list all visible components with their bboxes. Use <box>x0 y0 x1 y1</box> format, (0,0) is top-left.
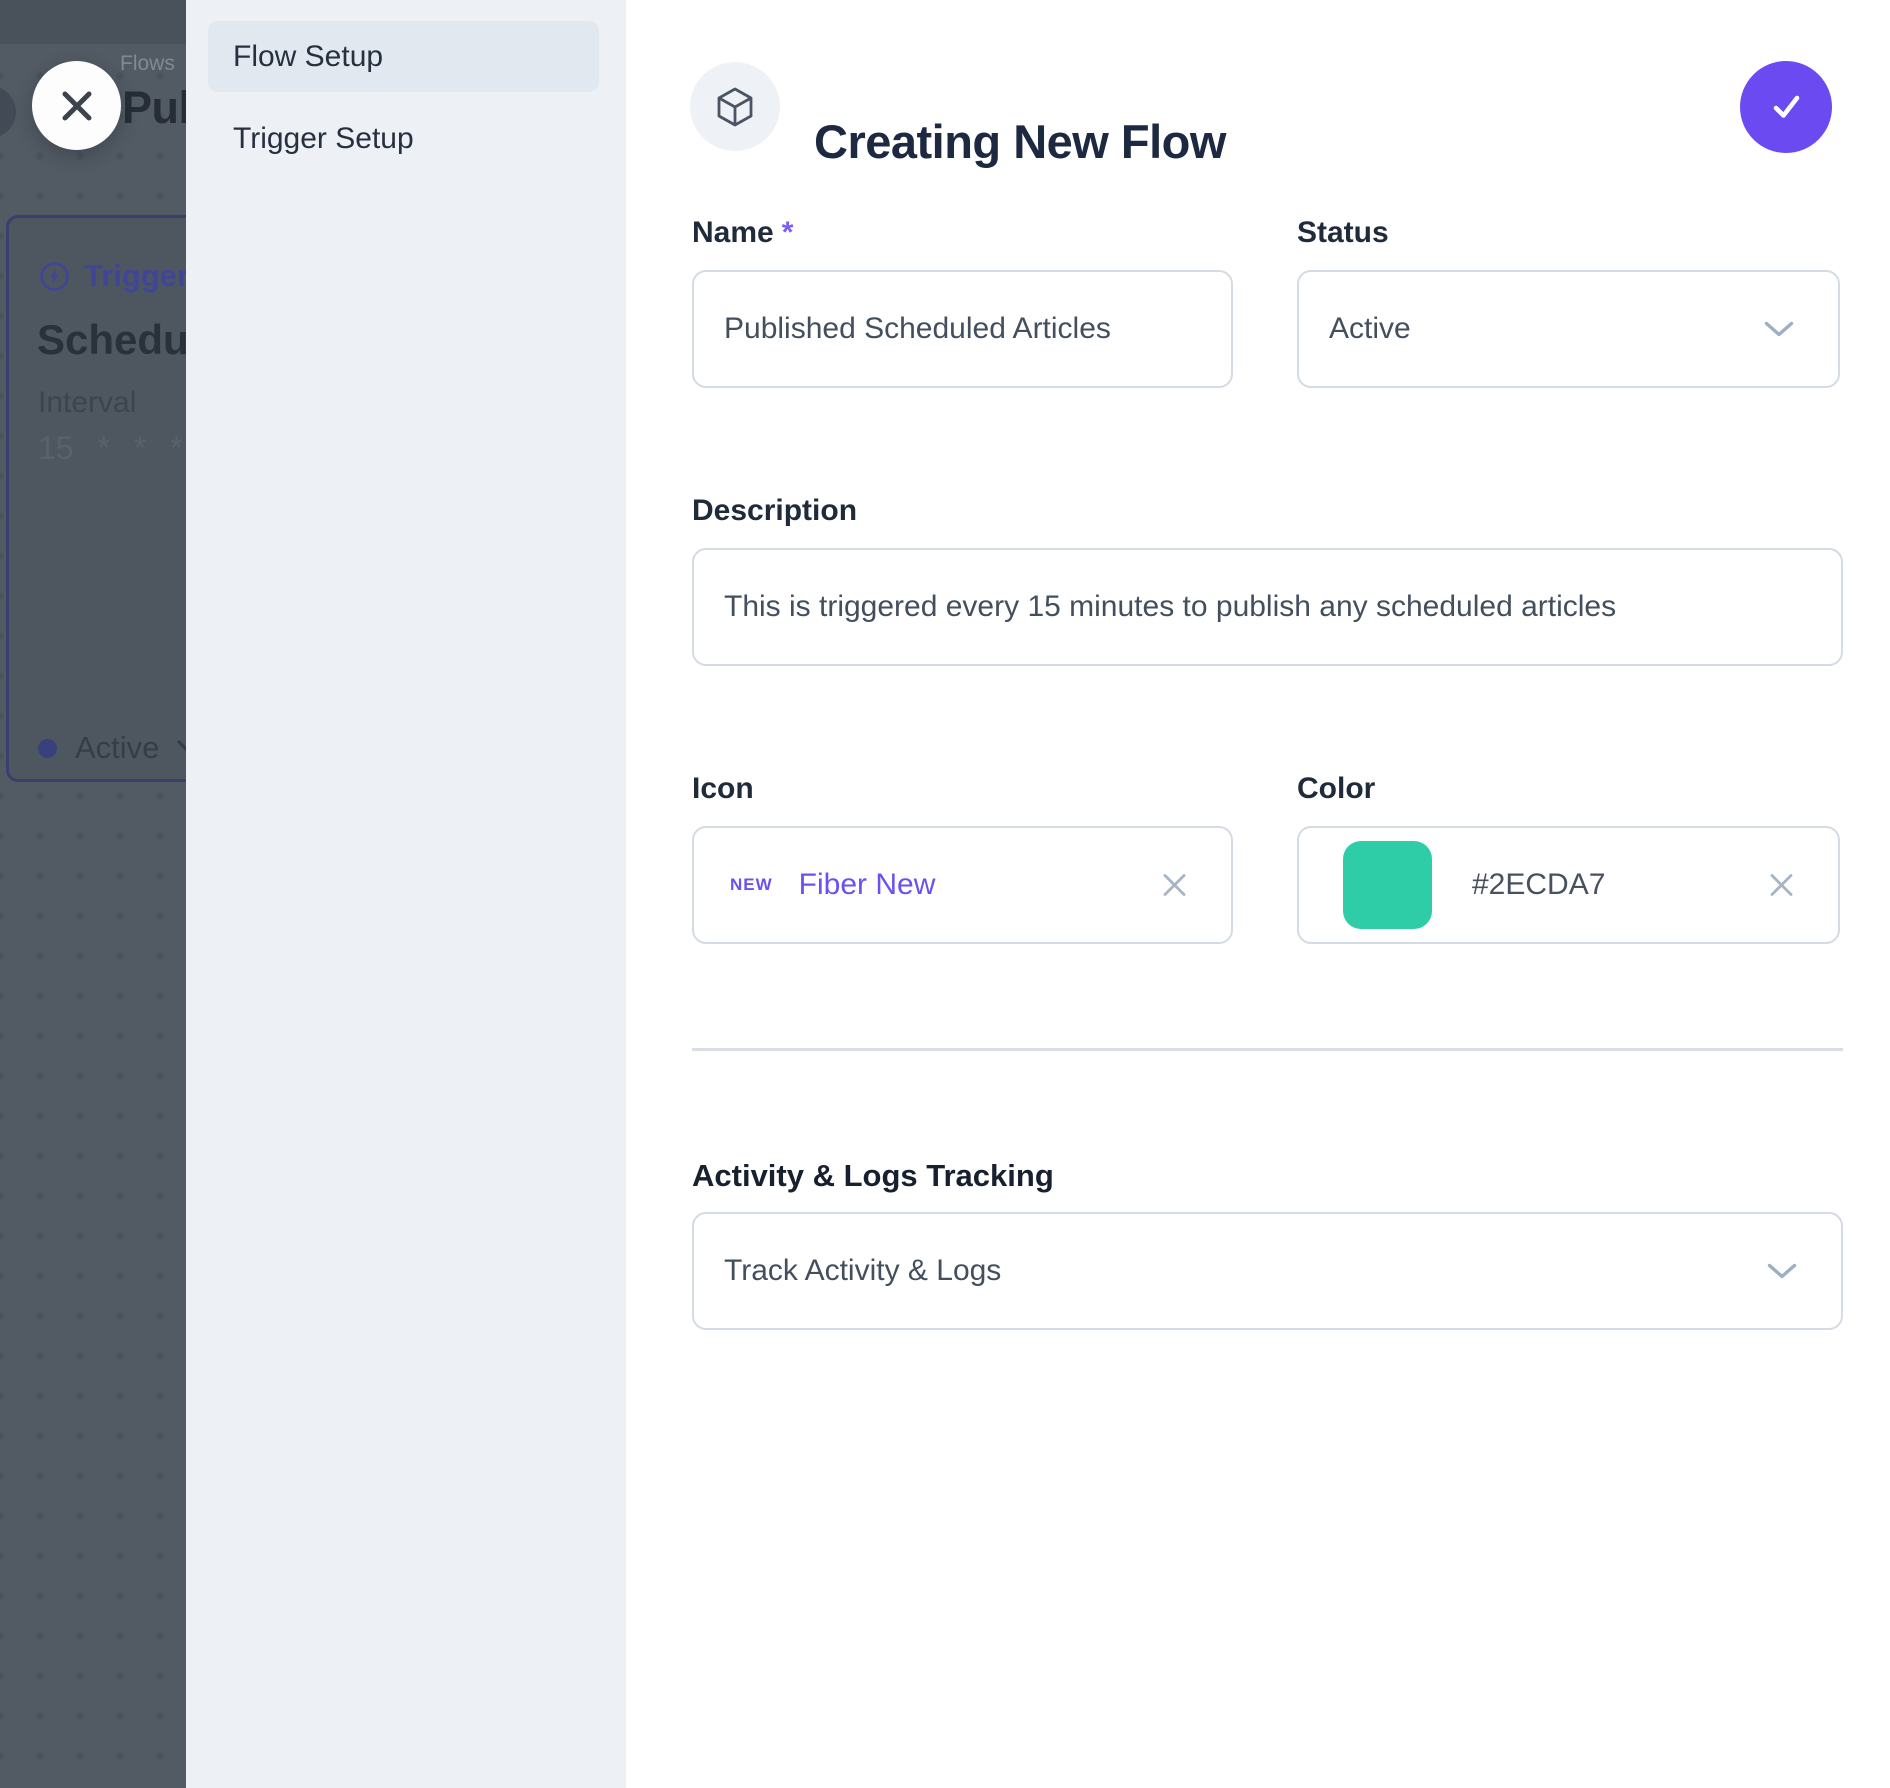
sidebar-item-label: Flow Setup <box>233 39 384 73</box>
chevron-down-icon <box>1767 1254 1797 1288</box>
panel-title: Creating New Flow <box>814 115 1226 169</box>
icon-label: Icon <box>692 772 754 805</box>
close-icon <box>59 88 95 124</box>
name-label: Name * <box>692 216 794 249</box>
sidebar-item-flow-setup[interactable]: Flow Setup <box>208 21 599 92</box>
chevron-down-icon <box>1764 312 1794 346</box>
trigger-badge-label: Trigger <box>84 258 190 293</box>
save-flow-button[interactable] <box>1740 61 1832 153</box>
activity-tracking-heading: Activity & Logs Tracking <box>692 1158 1054 1193</box>
status-select[interactable]: Active <box>1297 270 1840 388</box>
color-picker-field[interactable]: #2ECDA7 <box>1297 826 1840 944</box>
required-asterisk: * <box>781 216 794 249</box>
fiber-new-icon: NEW <box>730 875 773 894</box>
check-icon <box>1763 84 1809 130</box>
description-input-value: This is triggered every 15 minutes to pu… <box>724 590 1617 623</box>
bolt-icon <box>39 261 70 292</box>
wizard-sidebar: Flow Setup Trigger Setup <box>186 0 626 1788</box>
section-divider <box>692 1048 1843 1051</box>
clear-icon-button[interactable] <box>1158 869 1191 902</box>
trigger-badge: Trigger <box>39 258 189 294</box>
status-label: Active <box>75 730 160 765</box>
name-input-value: Published Scheduled Articles <box>724 312 1111 345</box>
status-label: Status <box>1297 216 1389 249</box>
color-picker-value: #2ECDA7 <box>1472 868 1606 901</box>
activity-tracking-value: Track Activity & Logs <box>724 1254 1002 1287</box>
creating-new-flow-panel: Creating New Flow Name * Status Published… <box>626 0 1890 1788</box>
sidebar-item-trigger-setup[interactable]: Trigger Setup <box>208 103 599 174</box>
cube-icon <box>712 84 758 130</box>
sidebar-item-label: Trigger Setup <box>233 121 414 155</box>
description-label: Description <box>692 494 858 527</box>
name-input[interactable]: Published Scheduled Articles <box>692 270 1233 388</box>
clear-color-button[interactable] <box>1765 869 1798 902</box>
trigger-card-status[interactable]: Active <box>38 730 204 766</box>
icon-picker-value: Fiber New <box>798 868 936 901</box>
activity-tracking-select[interactable]: Track Activity & Logs <box>692 1212 1843 1330</box>
status-dot <box>38 738 57 758</box>
color-label: Color <box>1297 772 1376 805</box>
close-drawer-button[interactable] <box>32 61 121 150</box>
icon-picker-field[interactable]: NEW Fiber New <box>692 826 1233 944</box>
status-select-value: Active <box>1329 312 1411 345</box>
color-swatch <box>1343 841 1432 929</box>
breadcrumb: Flows <box>120 52 175 75</box>
flow-icon-circle <box>690 62 780 151</box>
interval-label: Interval <box>38 386 137 419</box>
back-button-fragment <box>0 86 16 138</box>
description-input[interactable]: This is triggered every 15 minutes to pu… <box>692 548 1843 666</box>
